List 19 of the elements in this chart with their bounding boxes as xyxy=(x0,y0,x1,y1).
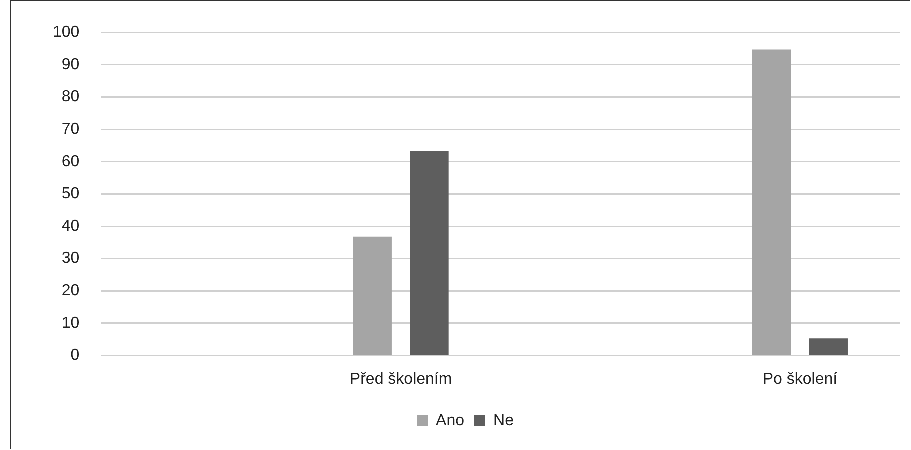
bar xyxy=(353,236,392,356)
x-tick-label: Před školením xyxy=(350,370,452,388)
legend-label: Ano xyxy=(436,412,465,430)
y-tick-label: 90 xyxy=(62,56,80,74)
y-tick-label: 50 xyxy=(62,186,80,203)
y-tick-label: 40 xyxy=(62,218,80,235)
y-tick-label: 100 xyxy=(52,24,80,42)
bar xyxy=(410,152,449,356)
y-tick-label: 10 xyxy=(62,314,80,332)
y-tick-label: 60 xyxy=(62,153,80,170)
y-tick-label: 70 xyxy=(62,120,80,138)
y-tick-label: 20 xyxy=(62,282,80,300)
bar xyxy=(752,50,792,356)
y-tick-label: 80 xyxy=(62,88,80,106)
x-tick-label: Po školení xyxy=(762,370,838,388)
y-tick-label: 0 xyxy=(70,347,80,364)
legend-label: Ne xyxy=(494,412,514,430)
y-tick-label: 30 xyxy=(62,250,80,268)
bar xyxy=(809,338,848,356)
